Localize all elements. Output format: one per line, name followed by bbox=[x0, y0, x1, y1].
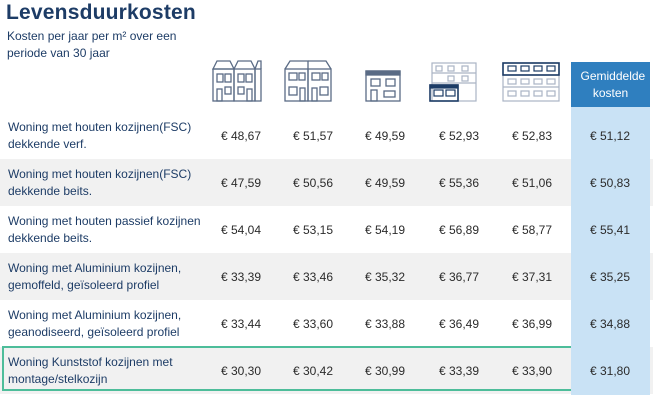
row-label: Woning met houten kozijnen(FSC) dekkende… bbox=[8, 166, 192, 198]
cost-cell: € 49,59 bbox=[364, 175, 406, 190]
cost-cell: € 55,36 bbox=[438, 175, 480, 190]
cost-cell: € 35,32 bbox=[364, 269, 406, 284]
page-title: Levensduurkosten bbox=[6, 1, 196, 24]
average-cost-cell: € 50,83 bbox=[589, 175, 631, 190]
cost-cell: € 48,67 bbox=[220, 128, 262, 143]
table-row: Woning met houten kozijnen(FSC) dekkende… bbox=[0, 159, 653, 206]
average-cost-cell: € 55,41 bbox=[589, 222, 631, 237]
cost-cell: € 33,44 bbox=[220, 316, 262, 331]
cost-cell: € 33,39 bbox=[438, 363, 480, 378]
table-row: Woning Kunststof kozijnen met montage/st… bbox=[0, 347, 653, 394]
cost-cell: € 51,57 bbox=[292, 128, 334, 143]
cost-cell: € 53,15 bbox=[292, 222, 334, 237]
cost-cell: € 52,93 bbox=[438, 128, 480, 143]
cost-cell: € 52,83 bbox=[511, 128, 553, 143]
cost-cell: € 33,88 bbox=[364, 316, 406, 331]
average-column-header: Gemiddelde kosten bbox=[571, 62, 650, 107]
terraced-houses-icon bbox=[211, 57, 263, 103]
page-subtitle: Kosten per jaar per m² over een periode … bbox=[7, 29, 177, 60]
row-label: Woning met houten kozijnen(FSC) dekkende… bbox=[8, 119, 192, 151]
cost-cell: € 33,90 bbox=[511, 363, 553, 378]
cost-cell: € 51,06 bbox=[511, 175, 553, 190]
cost-cell: € 30,99 bbox=[364, 363, 406, 378]
cost-cell: € 33,39 bbox=[220, 269, 262, 284]
row-label: Woning met houten passief kozijnen dekke… bbox=[8, 213, 201, 245]
row-label: Woning Kunststof kozijnen met montage/st… bbox=[8, 354, 173, 386]
average-cost-cell: € 34,88 bbox=[589, 316, 631, 331]
table-row: Woning met Aluminium kozijnen, gemoffeld… bbox=[0, 253, 653, 300]
cost-cell: € 49,59 bbox=[364, 128, 406, 143]
average-cost-cell: € 35,25 bbox=[589, 269, 631, 284]
cost-cell: € 36,49 bbox=[438, 316, 480, 331]
average-column-label: Gemiddelde kosten bbox=[580, 68, 646, 100]
row-label: Woning met Aluminium kozijnen, geanodise… bbox=[8, 307, 182, 339]
cost-cell: € 58,77 bbox=[511, 222, 553, 237]
semi-detached-houses-icon bbox=[282, 57, 334, 103]
average-column bbox=[571, 62, 650, 395]
cost-cell: € 30,42 bbox=[292, 363, 334, 378]
row-label: Woning met Aluminium kozijnen, gemoffeld… bbox=[8, 260, 182, 292]
flat-building-icon bbox=[501, 57, 560, 103]
cost-cell: € 36,77 bbox=[438, 269, 480, 284]
cost-cell: € 37,31 bbox=[511, 269, 553, 284]
cost-cell: € 36,99 bbox=[511, 316, 553, 331]
cost-cell: € 33,60 bbox=[292, 316, 334, 331]
cost-cell: € 56,89 bbox=[438, 222, 480, 237]
detached-house-icon bbox=[356, 57, 408, 103]
apartment-block-icon bbox=[428, 57, 480, 103]
average-cost-cell: € 51,12 bbox=[589, 128, 631, 143]
cost-cell: € 50,56 bbox=[292, 175, 334, 190]
cost-cell: € 54,19 bbox=[364, 222, 406, 237]
cost-cell: € 54,04 bbox=[220, 222, 262, 237]
cost-cell: € 47,59 bbox=[220, 175, 262, 190]
cost-cell: € 33,46 bbox=[292, 269, 334, 284]
average-cost-cell: € 31,80 bbox=[589, 363, 631, 378]
table-row: Woning met houten kozijnen(FSC) dekkende… bbox=[0, 112, 653, 159]
table-row: Woning met Aluminium kozijnen, geanodise… bbox=[0, 300, 653, 347]
cost-cell: € 30,30 bbox=[220, 363, 262, 378]
table-row: Woning met houten passief kozijnen dekke… bbox=[0, 206, 653, 253]
